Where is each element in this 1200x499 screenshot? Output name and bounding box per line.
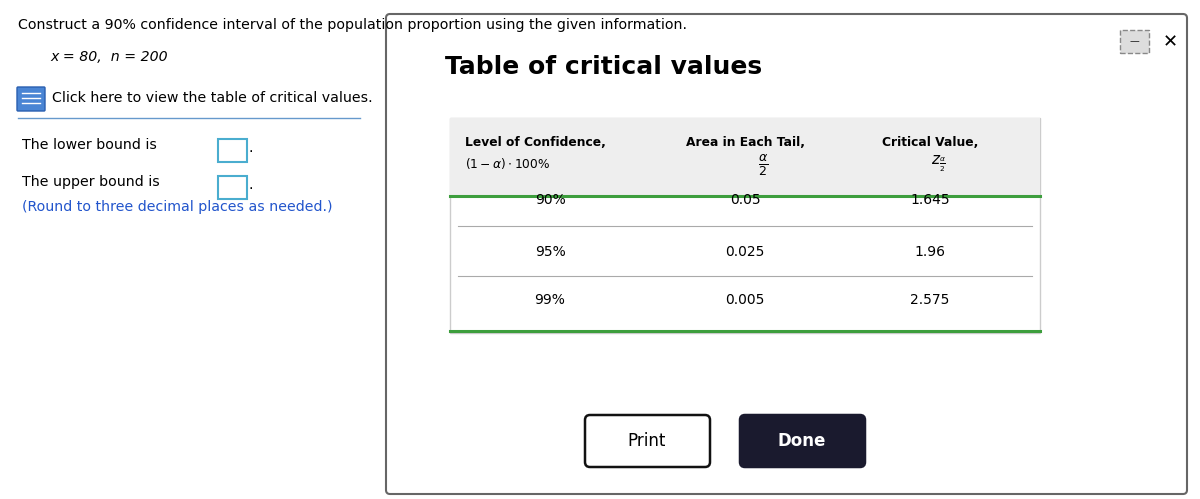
FancyBboxPatch shape: [1120, 29, 1148, 52]
Text: $z_{\frac{\alpha}{2}}$: $z_{\frac{\alpha}{2}}$: [930, 154, 946, 174]
Text: $(1-\alpha)\cdot 100\%$: $(1-\alpha)\cdot 100\%$: [466, 156, 551, 171]
Text: 1.96: 1.96: [914, 245, 946, 259]
FancyBboxPatch shape: [217, 139, 246, 162]
FancyBboxPatch shape: [386, 14, 1187, 494]
Text: x = 80,  n = 200: x = 80, n = 200: [50, 50, 168, 64]
Text: (Round to three decimal places as needed.): (Round to three decimal places as needed…: [22, 200, 332, 214]
Text: Print: Print: [628, 432, 666, 450]
Text: Click here to view the table of critical values.: Click here to view the table of critical…: [52, 91, 373, 105]
Text: .: .: [248, 141, 252, 155]
Text: Done: Done: [778, 432, 826, 450]
Text: The upper bound is: The upper bound is: [22, 175, 160, 189]
Text: 0.025: 0.025: [725, 245, 764, 259]
Text: Area in Each Tail,: Area in Each Tail,: [685, 136, 804, 149]
Text: .: .: [248, 178, 252, 192]
Text: The lower bound is: The lower bound is: [22, 138, 157, 152]
Text: 90%: 90%: [535, 193, 565, 207]
FancyBboxPatch shape: [586, 415, 710, 467]
FancyBboxPatch shape: [17, 87, 46, 111]
Text: —: —: [1129, 36, 1139, 46]
FancyBboxPatch shape: [450, 118, 1040, 196]
FancyBboxPatch shape: [740, 415, 865, 467]
Text: Critical Value,: Critical Value,: [882, 136, 978, 149]
Text: $\frac{\alpha}{2}$: $\frac{\alpha}{2}$: [758, 152, 768, 178]
Text: 1.645: 1.645: [910, 193, 950, 207]
Text: 95%: 95%: [535, 245, 565, 259]
Text: Construct a 90% confidence interval of the population proportion using the given: Construct a 90% confidence interval of t…: [18, 18, 686, 32]
FancyBboxPatch shape: [217, 176, 246, 199]
Text: 99%: 99%: [534, 293, 565, 307]
Text: 0.05: 0.05: [730, 193, 761, 207]
Text: 0.005: 0.005: [725, 293, 764, 307]
Text: Level of Confidence,: Level of Confidence,: [466, 136, 606, 149]
FancyBboxPatch shape: [450, 118, 1040, 333]
Text: 2.575: 2.575: [911, 293, 949, 307]
Text: ✕: ✕: [1163, 33, 1177, 51]
Text: Table of critical values: Table of critical values: [445, 55, 762, 79]
